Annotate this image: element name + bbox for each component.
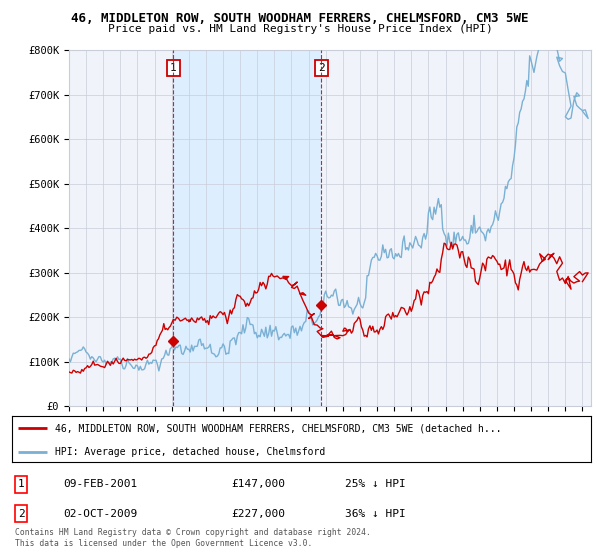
Text: 46, MIDDLETON ROW, SOUTH WOODHAM FERRERS, CHELMSFORD, CM3 5WE: 46, MIDDLETON ROW, SOUTH WOODHAM FERRERS… [71,12,529,25]
Text: 25% ↓ HPI: 25% ↓ HPI [345,479,406,489]
Text: 36% ↓ HPI: 36% ↓ HPI [345,508,406,519]
Text: 09-FEB-2001: 09-FEB-2001 [63,479,137,489]
Text: 1: 1 [17,479,25,489]
Text: 46, MIDDLETON ROW, SOUTH WOODHAM FERRERS, CHELMSFORD, CM3 5WE (detached h...: 46, MIDDLETON ROW, SOUTH WOODHAM FERRERS… [55,423,502,433]
Text: £147,000: £147,000 [231,479,285,489]
Text: 02-OCT-2009: 02-OCT-2009 [63,508,137,519]
Text: Contains HM Land Registry data © Crown copyright and database right 2024.
This d: Contains HM Land Registry data © Crown c… [15,528,371,548]
Text: £227,000: £227,000 [231,508,285,519]
Text: Price paid vs. HM Land Registry's House Price Index (HPI): Price paid vs. HM Land Registry's House … [107,24,493,34]
Text: 1: 1 [170,63,177,73]
Text: 2: 2 [318,63,325,73]
Bar [173,50,322,406]
Text: HPI: Average price, detached house, Chelmsford: HPI: Average price, detached house, Chel… [55,447,326,457]
Text: 2: 2 [17,508,25,519]
